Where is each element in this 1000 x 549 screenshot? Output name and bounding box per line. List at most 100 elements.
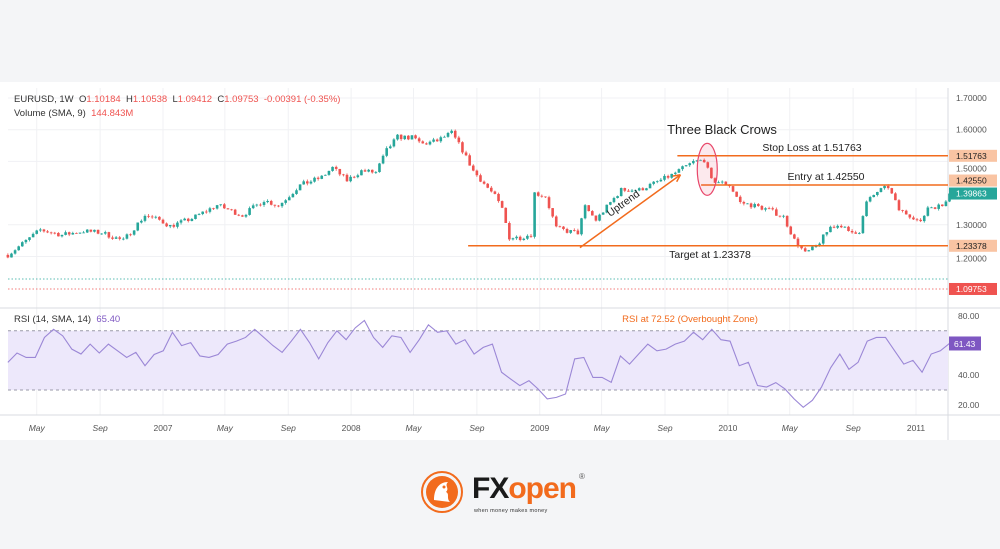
price-label-box <box>949 174 997 187</box>
rsi-axis-label: 40.00 <box>958 370 980 380</box>
candle-body <box>904 210 908 215</box>
candle-body <box>327 170 331 175</box>
candle-body <box>313 177 316 182</box>
fxopen-logo: FXopen ® when money makes money <box>420 470 600 520</box>
candle-body <box>609 202 612 205</box>
candle-body <box>843 226 847 228</box>
candle-body <box>352 176 356 178</box>
candle-body <box>334 166 338 169</box>
candle-body <box>692 160 695 164</box>
rsi-value-label: 61.43 <box>954 339 976 349</box>
candle-body <box>114 237 118 239</box>
candle-body <box>793 234 796 239</box>
candle-body <box>233 209 237 215</box>
candle-body <box>284 200 287 203</box>
candle-body <box>832 226 836 228</box>
candle-body <box>457 137 461 143</box>
candle-body <box>367 169 370 172</box>
candle-body <box>396 134 399 140</box>
candle-body <box>497 193 500 202</box>
time-axis-label: 2007 <box>154 423 173 433</box>
candle-body <box>933 207 937 209</box>
candle-body <box>652 181 655 184</box>
target-label: Target at 1.23378 <box>669 249 751 261</box>
time-axis-label: Sep <box>281 423 296 433</box>
candle-body <box>674 172 677 174</box>
rsi-value-box <box>949 336 981 351</box>
candle-body <box>226 208 230 210</box>
candle-body <box>533 192 536 237</box>
candle-body <box>356 175 360 178</box>
candle-body <box>591 211 594 216</box>
candle-body <box>461 142 464 153</box>
candle-body <box>215 205 219 209</box>
candle-body <box>710 167 713 179</box>
candle-body <box>93 229 96 232</box>
candle-body <box>572 230 576 231</box>
candle-body <box>39 229 42 231</box>
candle-body <box>526 235 529 239</box>
candle-body <box>320 175 324 179</box>
candle-body <box>724 181 728 186</box>
volume-value: 144.843M <box>91 108 134 119</box>
candle-body <box>666 175 670 178</box>
candle-body <box>194 214 197 219</box>
candle-body <box>756 204 760 206</box>
candle-body <box>558 226 562 228</box>
entry-label: Entry at 1.42550 <box>787 171 864 183</box>
candle-body <box>655 181 659 183</box>
candle-body <box>471 165 475 171</box>
candle-body <box>17 246 20 251</box>
candle-body <box>511 238 515 240</box>
rsi-annotation: RSI at 72.52 (Overbought Zone) <box>622 314 758 325</box>
candle-body <box>269 200 273 205</box>
candle-body <box>85 229 89 233</box>
time-axis-label: May <box>782 423 799 433</box>
candle-body <box>118 237 122 239</box>
candle-body <box>57 232 60 237</box>
candle-body <box>587 205 591 212</box>
candle-body <box>183 218 186 221</box>
candle-body <box>147 215 150 217</box>
candle-body <box>482 181 486 184</box>
candle-body <box>677 169 681 173</box>
candle-body <box>746 203 749 205</box>
rsi-label[interactable]: RSI (14, SMA, 14) <box>14 314 92 325</box>
pattern-title: Three Black Crows <box>667 122 777 137</box>
volume-label[interactable]: Volume (SMA, 9) <box>14 108 86 119</box>
candle-body <box>122 238 125 240</box>
high-label: H <box>125 94 133 105</box>
price-label-text: 1.51763 <box>956 151 987 161</box>
candle-body <box>699 159 702 161</box>
symbol-name[interactable]: EURUSD, 1W <box>14 94 74 105</box>
candle-body <box>201 211 204 215</box>
price-label-box <box>949 187 997 200</box>
candle-body <box>540 195 544 197</box>
candle-body <box>598 214 601 221</box>
candle-body <box>551 208 554 217</box>
candle-body <box>868 197 872 202</box>
candle-body <box>82 232 85 234</box>
candle-body <box>829 226 832 233</box>
candle-body <box>944 201 948 207</box>
candle-body <box>363 170 367 172</box>
candle-body <box>706 162 710 168</box>
candle-body <box>518 236 522 241</box>
candle-body <box>637 188 641 191</box>
candle-body <box>738 196 742 202</box>
candle-body <box>219 204 223 206</box>
candle-body <box>291 193 295 198</box>
candle-body <box>64 232 67 235</box>
candle-body <box>197 214 201 215</box>
candle-body <box>760 205 764 210</box>
price-label-text: 1.23378 <box>956 241 987 251</box>
candle-body <box>186 218 190 222</box>
candle-body <box>132 230 136 235</box>
candle-body <box>165 223 168 227</box>
candle-body <box>392 139 396 147</box>
candle-body <box>324 174 327 176</box>
candle-body <box>753 204 756 208</box>
chart-canvas[interactable]: May Sep 2007 May Sep 2008 May Sep 2009 May Sep 2010… <box>0 82 1000 440</box>
candle-body <box>803 248 807 252</box>
candle-body <box>204 211 208 213</box>
